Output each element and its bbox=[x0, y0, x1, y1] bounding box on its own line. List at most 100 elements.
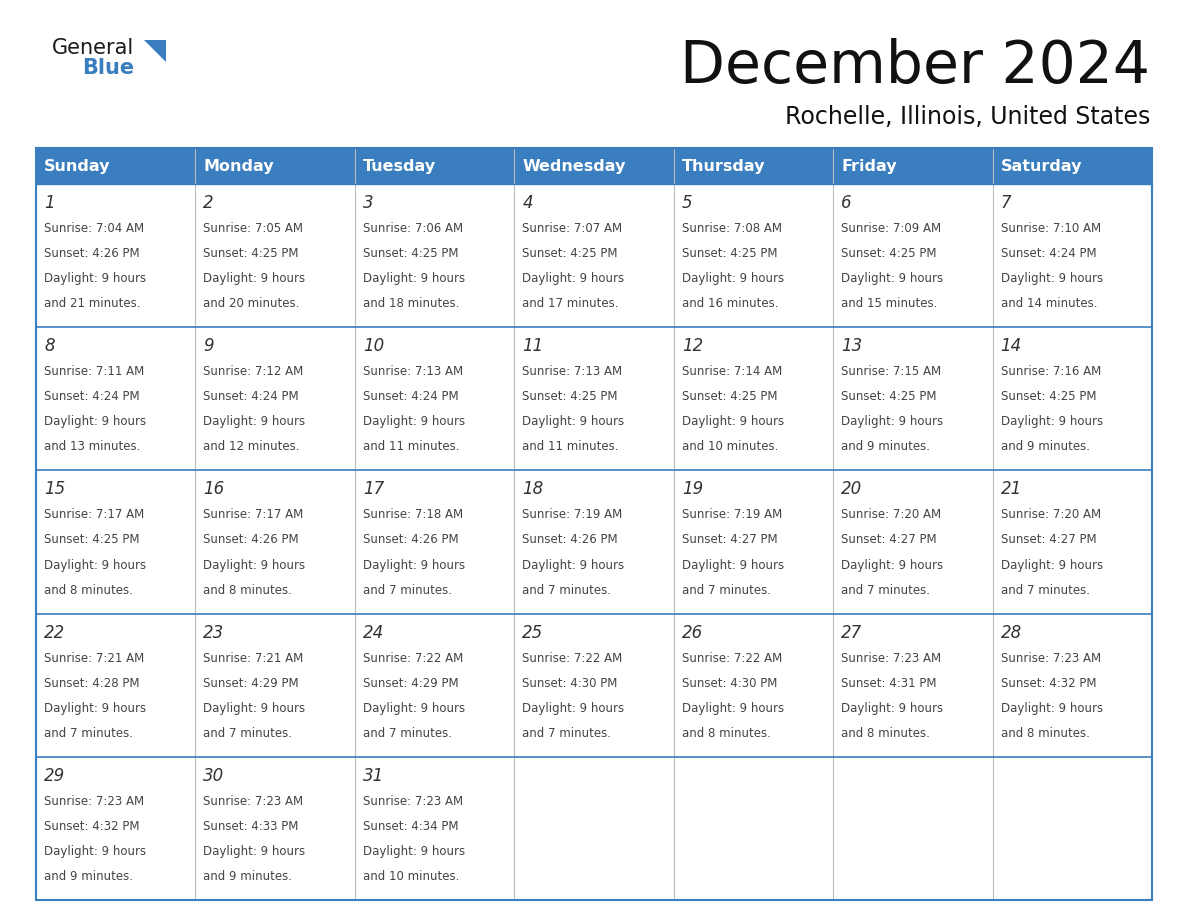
Text: 21: 21 bbox=[1000, 480, 1022, 498]
Text: Sunset: 4:27 PM: Sunset: 4:27 PM bbox=[1000, 533, 1097, 546]
Bar bbox=[674, 613, 833, 756]
Text: Sunrise: 7:11 AM: Sunrise: 7:11 AM bbox=[44, 365, 144, 378]
Text: Sunset: 4:29 PM: Sunset: 4:29 PM bbox=[203, 677, 299, 689]
Text: Sunrise: 7:17 AM: Sunrise: 7:17 AM bbox=[44, 509, 144, 521]
Text: 27: 27 bbox=[841, 623, 862, 642]
Text: Sunrise: 7:23 AM: Sunrise: 7:23 AM bbox=[841, 652, 941, 665]
Bar bbox=[833, 470, 992, 613]
Text: and 17 minutes.: and 17 minutes. bbox=[523, 297, 619, 310]
Bar bbox=[992, 148, 1152, 184]
Text: Sunrise: 7:13 AM: Sunrise: 7:13 AM bbox=[362, 365, 463, 378]
Text: 13: 13 bbox=[841, 337, 862, 355]
Text: 22: 22 bbox=[44, 623, 65, 642]
Text: Sunset: 4:25 PM: Sunset: 4:25 PM bbox=[841, 390, 936, 403]
Bar bbox=[514, 184, 674, 327]
Text: Sunset: 4:32 PM: Sunset: 4:32 PM bbox=[44, 820, 139, 833]
Text: and 21 minutes.: and 21 minutes. bbox=[44, 297, 140, 310]
Text: 12: 12 bbox=[682, 337, 703, 355]
Text: Sunrise: 7:21 AM: Sunrise: 7:21 AM bbox=[203, 652, 304, 665]
Text: 28: 28 bbox=[1000, 623, 1022, 642]
Text: and 7 minutes.: and 7 minutes. bbox=[203, 727, 292, 740]
Text: Sunset: 4:26 PM: Sunset: 4:26 PM bbox=[203, 533, 299, 546]
Text: Sunset: 4:27 PM: Sunset: 4:27 PM bbox=[841, 533, 937, 546]
Text: Sunrise: 7:23 AM: Sunrise: 7:23 AM bbox=[203, 795, 304, 808]
Bar bbox=[674, 470, 833, 613]
Text: 4: 4 bbox=[523, 194, 533, 212]
Text: Sunset: 4:25 PM: Sunset: 4:25 PM bbox=[682, 390, 777, 403]
Bar bbox=[196, 756, 355, 900]
Text: 6: 6 bbox=[841, 194, 852, 212]
Text: Daylight: 9 hours: Daylight: 9 hours bbox=[203, 558, 305, 572]
Polygon shape bbox=[144, 40, 166, 62]
Text: and 7 minutes.: and 7 minutes. bbox=[523, 584, 612, 597]
Text: Sunrise: 7:09 AM: Sunrise: 7:09 AM bbox=[841, 222, 941, 235]
Text: and 8 minutes.: and 8 minutes. bbox=[44, 584, 133, 597]
Text: and 8 minutes.: and 8 minutes. bbox=[682, 727, 771, 740]
Text: Daylight: 9 hours: Daylight: 9 hours bbox=[841, 558, 943, 572]
Text: and 20 minutes.: and 20 minutes. bbox=[203, 297, 299, 310]
Text: Daylight: 9 hours: Daylight: 9 hours bbox=[682, 701, 784, 715]
Bar bbox=[36, 327, 196, 470]
Text: Daylight: 9 hours: Daylight: 9 hours bbox=[1000, 701, 1102, 715]
Text: and 9 minutes.: and 9 minutes. bbox=[1000, 441, 1089, 453]
Text: 24: 24 bbox=[362, 623, 384, 642]
Text: and 8 minutes.: and 8 minutes. bbox=[1000, 727, 1089, 740]
Text: Sunrise: 7:16 AM: Sunrise: 7:16 AM bbox=[1000, 365, 1101, 378]
Text: Tuesday: Tuesday bbox=[362, 159, 436, 174]
Text: Daylight: 9 hours: Daylight: 9 hours bbox=[203, 845, 305, 858]
Text: Sunrise: 7:18 AM: Sunrise: 7:18 AM bbox=[362, 509, 463, 521]
Text: 20: 20 bbox=[841, 480, 862, 498]
Text: Blue: Blue bbox=[82, 58, 134, 78]
Text: Sunset: 4:25 PM: Sunset: 4:25 PM bbox=[362, 247, 459, 260]
Bar bbox=[992, 756, 1152, 900]
Text: Sunset: 4:25 PM: Sunset: 4:25 PM bbox=[682, 247, 777, 260]
Text: 16: 16 bbox=[203, 480, 225, 498]
Bar bbox=[514, 613, 674, 756]
Text: Daylight: 9 hours: Daylight: 9 hours bbox=[362, 845, 465, 858]
Text: Sunrise: 7:23 AM: Sunrise: 7:23 AM bbox=[44, 795, 144, 808]
Bar bbox=[833, 184, 992, 327]
Text: Sunrise: 7:23 AM: Sunrise: 7:23 AM bbox=[362, 795, 463, 808]
Text: Daylight: 9 hours: Daylight: 9 hours bbox=[362, 272, 465, 285]
Bar bbox=[992, 613, 1152, 756]
Text: and 12 minutes.: and 12 minutes. bbox=[203, 441, 299, 453]
Bar bbox=[196, 148, 355, 184]
Text: Sunset: 4:32 PM: Sunset: 4:32 PM bbox=[1000, 677, 1097, 689]
Text: Sunrise: 7:19 AM: Sunrise: 7:19 AM bbox=[523, 509, 623, 521]
Text: and 7 minutes.: and 7 minutes. bbox=[841, 584, 930, 597]
Text: and 14 minutes.: and 14 minutes. bbox=[1000, 297, 1097, 310]
Text: 2: 2 bbox=[203, 194, 214, 212]
Text: Friday: Friday bbox=[841, 159, 897, 174]
Text: Sunrise: 7:10 AM: Sunrise: 7:10 AM bbox=[1000, 222, 1101, 235]
Text: and 7 minutes.: and 7 minutes. bbox=[44, 727, 133, 740]
Bar bbox=[355, 148, 514, 184]
Text: Sunset: 4:24 PM: Sunset: 4:24 PM bbox=[1000, 247, 1097, 260]
Text: Sunset: 4:30 PM: Sunset: 4:30 PM bbox=[523, 677, 618, 689]
Text: Monday: Monday bbox=[203, 159, 274, 174]
Text: 11: 11 bbox=[523, 337, 544, 355]
Text: Sunset: 4:27 PM: Sunset: 4:27 PM bbox=[682, 533, 777, 546]
Text: Daylight: 9 hours: Daylight: 9 hours bbox=[362, 701, 465, 715]
Text: and 11 minutes.: and 11 minutes. bbox=[523, 441, 619, 453]
Text: and 13 minutes.: and 13 minutes. bbox=[44, 441, 140, 453]
Text: Daylight: 9 hours: Daylight: 9 hours bbox=[362, 558, 465, 572]
Bar bbox=[36, 470, 196, 613]
Bar bbox=[992, 470, 1152, 613]
Text: Sunrise: 7:04 AM: Sunrise: 7:04 AM bbox=[44, 222, 144, 235]
Bar bbox=[833, 613, 992, 756]
Text: and 16 minutes.: and 16 minutes. bbox=[682, 297, 778, 310]
Text: Sunrise: 7:06 AM: Sunrise: 7:06 AM bbox=[362, 222, 463, 235]
Text: Sunrise: 7:07 AM: Sunrise: 7:07 AM bbox=[523, 222, 623, 235]
Text: Daylight: 9 hours: Daylight: 9 hours bbox=[44, 415, 146, 429]
Text: 18: 18 bbox=[523, 480, 544, 498]
Text: and 7 minutes.: and 7 minutes. bbox=[362, 727, 451, 740]
Text: Sunrise: 7:22 AM: Sunrise: 7:22 AM bbox=[362, 652, 463, 665]
Bar bbox=[514, 327, 674, 470]
Text: Rochelle, Illinois, United States: Rochelle, Illinois, United States bbox=[784, 105, 1150, 129]
Text: Sunset: 4:25 PM: Sunset: 4:25 PM bbox=[1000, 390, 1097, 403]
Text: 1: 1 bbox=[44, 194, 55, 212]
Bar bbox=[514, 756, 674, 900]
Text: and 7 minutes.: and 7 minutes. bbox=[362, 584, 451, 597]
Text: and 9 minutes.: and 9 minutes. bbox=[841, 441, 930, 453]
Text: Sunset: 4:25 PM: Sunset: 4:25 PM bbox=[523, 247, 618, 260]
